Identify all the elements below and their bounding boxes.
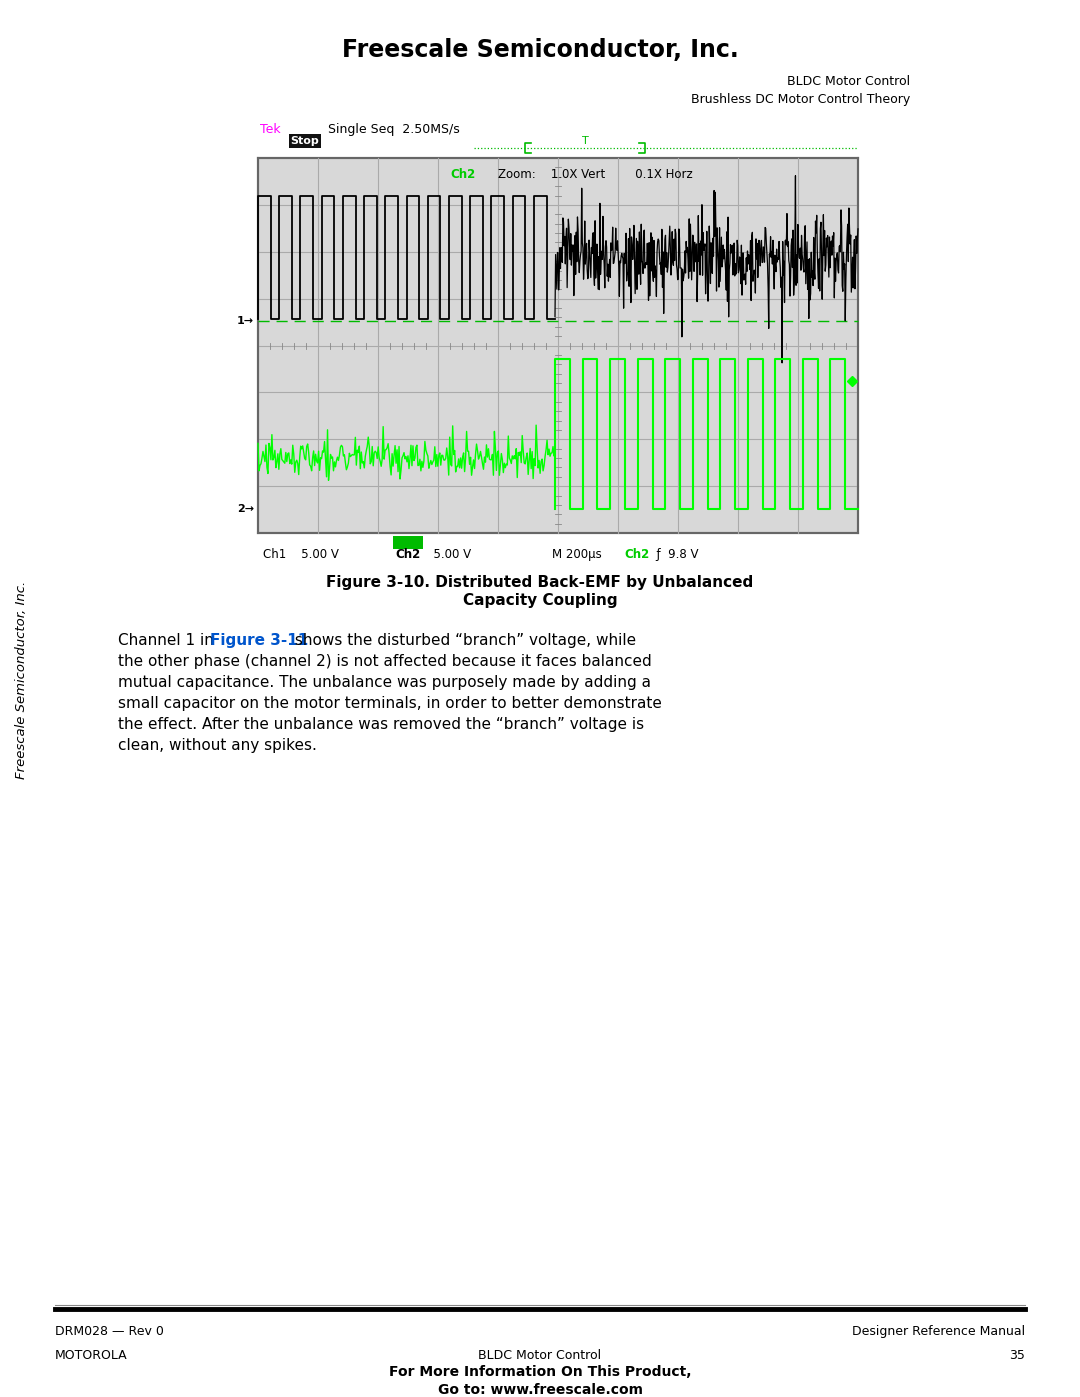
Text: ƒ  9.8 V: ƒ 9.8 V: [649, 548, 699, 562]
Text: Single Seq  2.50MS/s: Single Seq 2.50MS/s: [328, 123, 460, 136]
Bar: [289, 134, 321, 148]
Text: Ch1    5.00 V: Ch1 5.00 V: [264, 548, 339, 562]
Text: small capacitor on the motor terminals, in order to better demonstrate: small capacitor on the motor terminals, …: [118, 696, 662, 711]
Text: M 200μs: M 200μs: [552, 548, 609, 562]
Text: the other phase (channel 2) is not affected because it faces balanced: the other phase (channel 2) is not affec…: [118, 654, 651, 669]
Text: DRM028 — Rev 0: DRM028 — Rev 0: [55, 1324, 164, 1338]
Text: BLDC Motor Control: BLDC Motor Control: [787, 75, 910, 88]
Text: For More Information On This Product,: For More Information On This Product,: [389, 1365, 691, 1379]
Text: MOTOROLA: MOTOROLA: [55, 1350, 127, 1362]
Text: Stop: Stop: [291, 136, 320, 147]
Text: 5.00 V: 5.00 V: [426, 548, 471, 562]
Text: Ch2: Ch2: [450, 168, 475, 180]
Text: 35: 35: [1009, 1350, 1025, 1362]
Text: Freescale Semiconductor, Inc.: Freescale Semiconductor, Inc.: [15, 581, 28, 780]
Text: shows the disturbed “branch” voltage, while: shows the disturbed “branch” voltage, wh…: [291, 633, 636, 648]
Text: 2→: 2→: [237, 504, 254, 514]
Text: Ch2: Ch2: [395, 549, 420, 562]
Text: mutual capacitance. The unbalance was purposely made by adding a: mutual capacitance. The unbalance was pu…: [118, 675, 651, 690]
Text: Ch2: Ch2: [624, 548, 649, 562]
Text: BLDC Motor Control: BLDC Motor Control: [478, 1350, 602, 1362]
Text: Tek: Tek: [260, 123, 281, 136]
Text: Freescale Semiconductor, Inc.: Freescale Semiconductor, Inc.: [341, 38, 739, 61]
Text: the effect. After the unbalance was removed the “branch” voltage is: the effect. After the unbalance was remo…: [118, 717, 644, 732]
Text: Figure 3-10. Distributed Back-EMF by Unbalanced: Figure 3-10. Distributed Back-EMF by Unb…: [326, 576, 754, 590]
Text: Zoom:    1.0X Vert        0.1X Horz: Zoom: 1.0X Vert 0.1X Horz: [498, 168, 692, 180]
Text: Channel 1 in: Channel 1 in: [118, 633, 219, 648]
Text: T: T: [582, 136, 589, 147]
Text: clean, without any spikes.: clean, without any spikes.: [118, 738, 316, 753]
Text: Designer Reference Manual: Designer Reference Manual: [852, 1324, 1025, 1338]
Text: 1→: 1→: [237, 316, 254, 326]
Text: Capacity Coupling: Capacity Coupling: [462, 592, 618, 608]
Bar: [393, 536, 423, 549]
Text: Figure 3-11: Figure 3-11: [210, 633, 308, 648]
Text: Go to: www.freescale.com: Go to: www.freescale.com: [437, 1383, 643, 1397]
Bar: [258, 158, 858, 534]
Text: Brushless DC Motor Control Theory: Brushless DC Motor Control Theory: [691, 94, 910, 106]
